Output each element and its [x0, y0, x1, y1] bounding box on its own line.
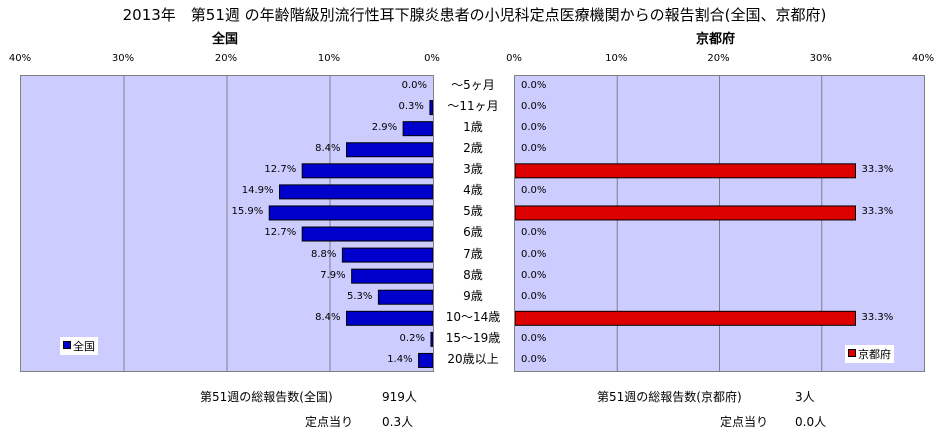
national-value-label: 8.4% [315, 143, 341, 155]
kyoto-value-label: 0.0% [521, 101, 547, 113]
age-category-label: 10～14歳 [445, 309, 501, 324]
age-category-label: 3歳 [463, 162, 483, 177]
age-category-label: 7歳 [463, 246, 483, 261]
national-per-sentinel-label: 定点当り [305, 415, 354, 429]
national-bar-chart [21, 76, 434, 371]
kyoto-value-label: 0.0% [521, 185, 547, 197]
kyoto-value-label: 33.3% [861, 311, 894, 323]
age-category-label: 15～19歳 [445, 330, 501, 345]
kyoto-per-sentinel-label: 定点当り [720, 415, 769, 429]
national-value-label: 14.9% [241, 185, 274, 197]
national-bar [279, 184, 434, 200]
kyoto-value-label: 0.0% [521, 353, 547, 365]
national-legend-label: 全国 [73, 340, 95, 353]
kyoto-legend-label: 京都府 [858, 348, 891, 361]
age-category-label: 5歳 [463, 204, 483, 219]
national-total-label: 第51週の総報告数(全国) [200, 390, 333, 404]
national-value-label: 2.9% [371, 122, 398, 134]
kyoto-per-sentinel-value: 0.0人 [795, 415, 827, 429]
kyoto-legend: 京都府 [845, 345, 894, 363]
age-category-label: 6歳 [463, 225, 483, 240]
kyoto-x-tick-label: 0% [506, 53, 522, 64]
national-x-tick-label: 40% [8, 53, 32, 64]
national-total-value: 919人 [382, 390, 417, 404]
kyoto-x-tick-label: 30% [809, 53, 832, 64]
national-legend: 全国 [60, 337, 98, 355]
national-x-tick-label: 30% [111, 53, 135, 64]
kyoto-value-label: 0.0% [521, 269, 547, 281]
kyoto-total-value: 3人 [795, 390, 815, 404]
kyoto-value-label: 0.0% [521, 143, 547, 155]
national-bar [301, 226, 434, 242]
national-value-label: 7.9% [320, 269, 346, 281]
kyoto-plot-area [514, 75, 925, 372]
kyoto-value-label: 0.0% [521, 290, 547, 302]
national-value-label: 1.4% [387, 353, 413, 365]
national-value-label: 8.8% [310, 248, 337, 260]
national-value-label: 0.3% [398, 101, 424, 113]
national-bar [268, 205, 434, 221]
national-value-label: 12.7% [264, 164, 297, 176]
age-category-label: ～11ヶ月 [447, 99, 499, 114]
age-category-label: 20歳以上 [447, 351, 499, 366]
kyoto-bar [514, 310, 856, 326]
kyoto-x-tick-label: 20% [707, 53, 730, 64]
kyoto-bar [514, 205, 856, 221]
kyoto-x-tick-label: 10% [605, 53, 628, 64]
national-x-tick-label: 0% [424, 53, 440, 64]
kyoto-x-tick-label: 40% [911, 53, 935, 64]
kyoto-panel-title: 京都府 [696, 32, 736, 47]
national-plot-area [20, 75, 434, 372]
national-value-label: 0.0% [401, 80, 427, 91]
kyoto-value-label: 33.3% [861, 206, 894, 218]
national-bar [301, 163, 434, 179]
national-bar [345, 142, 434, 158]
national-per-sentinel-value: 0.3人 [382, 415, 414, 429]
kyoto-value-label: 0.0% [521, 122, 547, 134]
national-bar [345, 310, 434, 326]
kyoto-value-label: 0.0% [521, 227, 547, 239]
kyoto-value-label: 0.0% [521, 332, 547, 344]
kyoto-bar-chart [514, 76, 924, 371]
national-value-label: 5.3% [347, 290, 373, 302]
national-value-label: 12.7% [264, 227, 297, 239]
age-category-label: 2歳 [463, 141, 483, 156]
national-x-tick-label: 20% [214, 53, 238, 64]
main-title: 2013年 第51週 の年齢階級別流行性耳下腺炎患者の小児科定点医療機関からの報… [122, 6, 827, 24]
kyoto-bar [514, 163, 856, 179]
national-value-label: 8.4% [315, 311, 341, 323]
national-value-label: 15.9% [231, 206, 264, 218]
national-value-label: 0.2% [399, 332, 425, 344]
national-x-tick-label: 10% [317, 53, 341, 64]
age-category-label: ～5ヶ月 [451, 78, 495, 92]
kyoto-value-label: 33.3% [861, 164, 894, 176]
national-panel-title: 全国 [212, 32, 239, 47]
kyoto-value-label: 0.0% [521, 248, 547, 260]
age-category-label: 1歳 [463, 120, 483, 135]
national-legend-swatch [63, 341, 71, 349]
kyoto-total-label: 第51週の総報告数(京都府) [597, 390, 742, 404]
kyoto-value-label: 0.0% [521, 80, 547, 91]
national-bar [377, 289, 434, 305]
national-bar [402, 121, 434, 137]
age-category-label: 9歳 [463, 288, 483, 303]
age-category-label: 8歳 [463, 267, 483, 282]
age-category-label: 4歳 [463, 183, 483, 198]
kyoto-legend-swatch [848, 349, 856, 357]
national-bar [351, 268, 434, 284]
national-bar [341, 247, 434, 263]
